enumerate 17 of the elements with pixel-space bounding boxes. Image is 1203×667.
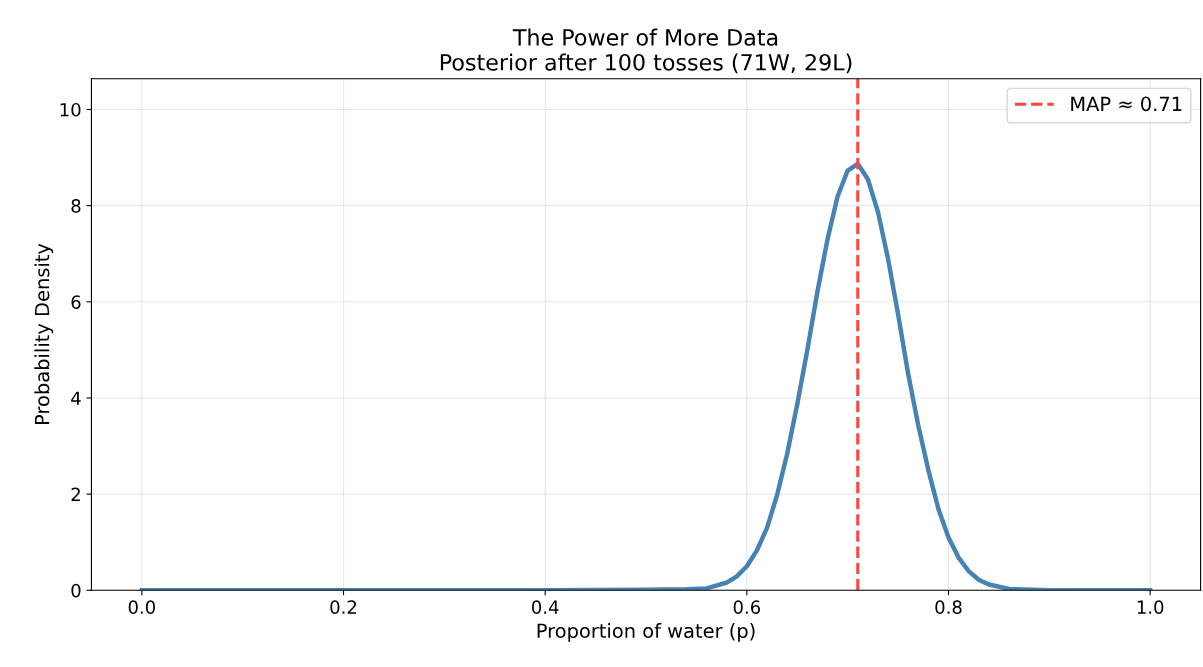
x-tick-label: 0.2 bbox=[330, 600, 357, 614]
x-tick-label: 0.6 bbox=[733, 600, 761, 614]
chart-title: The Power of More Data Posterior after 100 tosses (71W, 29L) bbox=[440, 28, 852, 74]
y-axis-title: Probability Density bbox=[34, 243, 54, 425]
y-tick-label: 10 bbox=[60, 102, 81, 117]
x-tick-label: 0.0 bbox=[128, 600, 155, 614]
y-tick-label: 0 bbox=[71, 583, 81, 598]
x-tick-label: 1.0 bbox=[1137, 600, 1164, 614]
y-tick-label: 2 bbox=[71, 487, 80, 501]
y-tick-label: 6 bbox=[71, 295, 81, 309]
x-tick-label: 0.8 bbox=[935, 600, 962, 614]
x-axis-title: Proportion of water (p) bbox=[537, 623, 755, 642]
y-tick-label: 4 bbox=[71, 391, 81, 405]
legend-label: MAP ≈ 0.71 bbox=[1071, 96, 1182, 112]
line-series bbox=[139, 161, 1153, 591]
x-tick-label: 0.4 bbox=[532, 600, 559, 614]
y-tick-label: 8 bbox=[71, 199, 81, 213]
